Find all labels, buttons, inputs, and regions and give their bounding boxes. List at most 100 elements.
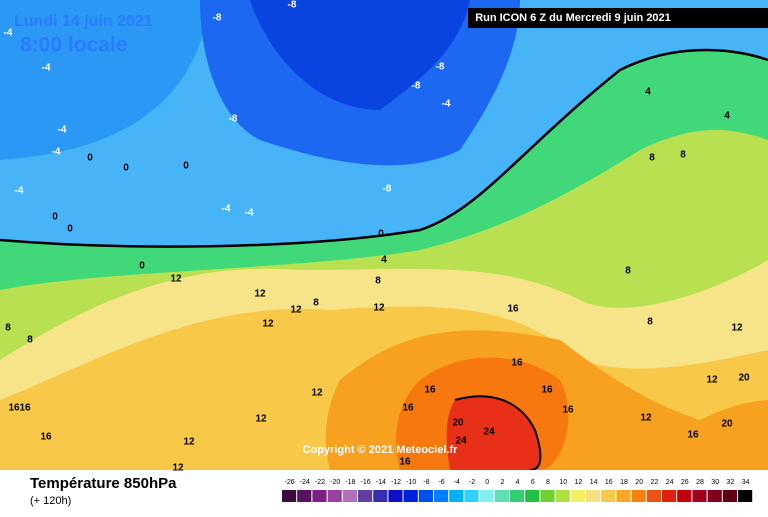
- contour-label: 0: [378, 229, 384, 240]
- contour-label: 0: [87, 153, 93, 164]
- contour-label: -8: [383, 184, 392, 195]
- contour-label: 12: [311, 388, 323, 399]
- contour-label: 4: [381, 255, 387, 266]
- contour-label: 8: [625, 266, 631, 277]
- legend-value: -14: [376, 479, 386, 486]
- contour-label: -8: [436, 62, 445, 73]
- contour-label: 4: [645, 87, 651, 98]
- contour-label: 12: [706, 375, 718, 386]
- legend-swatch: [494, 490, 509, 502]
- legend-value: 20: [635, 479, 643, 486]
- contour-label: 16: [687, 430, 699, 441]
- legend-value: 34: [742, 479, 750, 486]
- legend-swatch: [616, 490, 631, 502]
- legend-swatch: [312, 490, 327, 502]
- contour-label: -4: [15, 186, 24, 197]
- legend-value: 4: [516, 479, 520, 486]
- legend-swatch: [449, 490, 464, 502]
- contour-label: 8: [647, 317, 653, 328]
- legend-value: -20: [330, 479, 340, 486]
- contour-label: -4: [4, 28, 13, 39]
- legend-value: 26: [681, 479, 689, 486]
- legend-swatch: [358, 490, 373, 502]
- legend-value: 6: [531, 479, 535, 486]
- contour-label: -4: [442, 99, 451, 110]
- legend-value: 16: [605, 479, 613, 486]
- legend-swatch: [388, 490, 403, 502]
- legend-value: -4: [454, 479, 460, 486]
- contour-label: 16: [562, 405, 574, 416]
- legend-swatch: [418, 490, 433, 502]
- legend-swatch: [464, 490, 479, 502]
- contour-label: 20: [738, 373, 750, 384]
- contour-label: -8: [288, 0, 297, 11]
- legend-value: -16: [361, 479, 371, 486]
- legend-swatch: [540, 490, 555, 502]
- contour-label: 12: [255, 414, 267, 425]
- contour-label: 12: [172, 463, 184, 474]
- contour-label: 0: [123, 163, 129, 174]
- legend-swatch: [738, 490, 753, 502]
- legend-value: 30: [711, 479, 719, 486]
- contour-label: -8: [213, 13, 222, 24]
- footer-subtitle: (+ 120h): [30, 495, 71, 507]
- contour-label: 16: [424, 385, 436, 396]
- contour-label: 16: [507, 304, 519, 315]
- contour-label: 16: [399, 457, 411, 468]
- legend-swatch: [631, 490, 646, 502]
- contour-label: 4: [724, 111, 730, 122]
- legend-swatch: [646, 490, 661, 502]
- legend-value: -22: [315, 479, 325, 486]
- legend-swatch: [601, 490, 616, 502]
- contour-label: -4: [42, 63, 51, 74]
- contour-label: -4: [245, 208, 254, 219]
- legend-swatch: [282, 490, 297, 502]
- contour-label: 24: [483, 427, 495, 438]
- contour-label: 12: [373, 303, 385, 314]
- contour-label: -4: [222, 204, 231, 215]
- contour-label: 16: [19, 403, 31, 414]
- contour-label: 12: [640, 413, 652, 424]
- legend-value: 14: [590, 479, 598, 486]
- legend-value: 10: [559, 479, 567, 486]
- contour-label: -4: [58, 125, 67, 136]
- contour-label: -4: [52, 147, 61, 158]
- contour-label: 8: [313, 298, 319, 309]
- run-box: [468, 8, 768, 28]
- temperature-field: [0, 0, 768, 471]
- legend-swatch: [342, 490, 357, 502]
- legend-swatch: [722, 490, 737, 502]
- legend-swatch: [327, 490, 342, 502]
- contour-label: 12: [262, 319, 274, 330]
- legend-swatch: [677, 490, 692, 502]
- contour-label: 16: [511, 358, 523, 369]
- legend-swatch: [297, 490, 312, 502]
- contour-label: 20: [452, 418, 464, 429]
- contour-label: 12: [254, 289, 266, 300]
- legend-value: -18: [345, 479, 355, 486]
- run-label: Run ICON 6 Z du Mercredi 9 juin 2021: [475, 12, 671, 24]
- legend-value: 2: [500, 479, 504, 486]
- contour-label: 16: [541, 385, 553, 396]
- legend-swatch: [707, 490, 722, 502]
- contour-label: -8: [229, 114, 238, 125]
- contour-label: 12: [183, 437, 195, 448]
- date: Lundi 14 juin 2021: [14, 13, 153, 30]
- legend-swatch: [586, 490, 601, 502]
- legend-value: -24: [300, 479, 310, 486]
- legend-swatch: [662, 490, 677, 502]
- legend-value: -6: [438, 479, 444, 486]
- contour-label: 12: [731, 323, 743, 334]
- copyright: Copyright © 2021 Meteociel.fr: [303, 444, 459, 456]
- legend-swatch: [434, 490, 449, 502]
- legend-value: -12: [391, 479, 401, 486]
- legend-value: 8: [546, 479, 550, 486]
- legend-value: 18: [620, 479, 628, 486]
- contour-label: -8: [412, 81, 421, 92]
- legend-swatch: [403, 490, 418, 502]
- time: 8:00 locale: [20, 34, 127, 57]
- contour-label: 8: [375, 276, 381, 287]
- legend-swatch: [510, 490, 525, 502]
